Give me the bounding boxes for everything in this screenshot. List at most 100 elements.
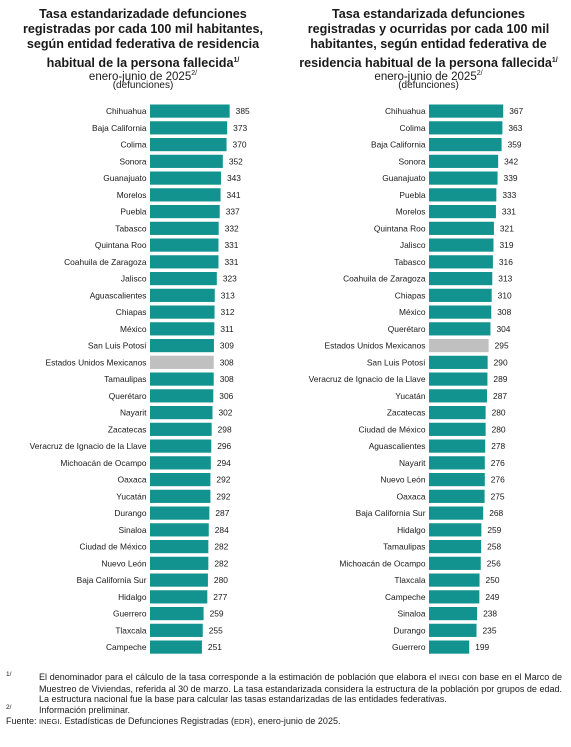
- value-label: 363: [508, 123, 522, 133]
- category-label: Guerrero: [392, 642, 426, 652]
- bar-1-27: [429, 556, 481, 570]
- value-label: 304: [496, 324, 510, 334]
- category-label: Morelos: [117, 190, 147, 200]
- bar-0-27: [150, 556, 209, 570]
- value-label: 292: [216, 475, 230, 485]
- value-label: 249: [485, 592, 499, 602]
- category-label: Michoacán de Ocampo: [60, 458, 146, 468]
- value-label: 333: [502, 190, 516, 200]
- value-label: 280: [492, 408, 506, 418]
- value-label: 337: [226, 207, 240, 217]
- bar-0-19: [150, 422, 212, 436]
- value-label: 302: [218, 408, 232, 418]
- category-label: Jalisco: [121, 274, 147, 284]
- bar-1-5: [429, 188, 497, 202]
- category-label: México: [399, 307, 426, 317]
- value-label: 277: [213, 592, 227, 602]
- category-label: Quintana Roo: [374, 223, 426, 233]
- bar-0-20: [150, 439, 212, 453]
- bar-0-28: [150, 573, 208, 587]
- category-label: San Luis Potosí: [88, 341, 147, 351]
- value-label: 276: [491, 475, 505, 485]
- bar-1-3: [429, 154, 499, 168]
- bar-1-15: [429, 355, 488, 369]
- category-label: Tabasco: [115, 223, 147, 233]
- bar-1-29: [429, 590, 480, 604]
- bar-1-14: [429, 339, 489, 353]
- bar-chart-left: Chihuahua 385 Baja California 373 Colima 370 S…: [30, 104, 250, 654]
- category-label: Durango: [114, 508, 146, 518]
- category-label: Querétaro: [109, 391, 147, 401]
- value-label: 370: [233, 140, 247, 150]
- value-label: 295: [495, 341, 509, 351]
- bar-0-10: [150, 272, 217, 286]
- category-label: Campeche: [385, 592, 426, 602]
- chart-subtitle: enero-junio de 20252/: [374, 70, 483, 83]
- bar-0-30: [150, 607, 204, 621]
- value-label: 290: [494, 357, 508, 367]
- value-label: 343: [227, 173, 241, 183]
- category-label: Campeche: [106, 642, 147, 652]
- value-label: 289: [493, 374, 507, 384]
- category-label: Morelos: [396, 207, 426, 217]
- value-label: 259: [487, 525, 501, 535]
- value-label: 276: [491, 458, 505, 468]
- bar-1-11: [429, 288, 492, 302]
- bar-1-6: [429, 205, 496, 219]
- category-label: Querétaro: [388, 324, 426, 334]
- value-label: 323: [223, 274, 237, 284]
- category-label: Durango: [393, 625, 425, 635]
- value-label: 308: [220, 374, 234, 384]
- category-label: Michoacán de Ocampo: [339, 558, 425, 568]
- bar-0-21: [150, 456, 211, 470]
- value-label: 332: [225, 223, 239, 233]
- value-label: 256: [487, 558, 501, 568]
- value-label: 255: [209, 625, 223, 635]
- category-label: Yucatán: [116, 491, 147, 501]
- category-label: Baja California: [371, 140, 426, 150]
- category-label: Veracruz de Ignacio de la Llave: [309, 374, 426, 384]
- value-label: 275: [491, 491, 505, 501]
- bar-1-23: [429, 489, 485, 503]
- value-label: 278: [491, 441, 505, 451]
- category-label: Chiapas: [395, 290, 426, 300]
- value-label: 321: [500, 223, 514, 233]
- category-label: Jalisco: [400, 240, 426, 250]
- value-label: 319: [500, 240, 514, 250]
- category-label: Quintana Roo: [95, 240, 147, 250]
- value-label: 280: [214, 575, 228, 585]
- value-label: 251: [208, 642, 222, 652]
- bar-0-17: [150, 389, 214, 403]
- value-label: 199: [475, 642, 489, 652]
- category-label: Yucatán: [395, 391, 426, 401]
- bar-0-15: [150, 355, 214, 369]
- value-label: 282: [214, 558, 228, 568]
- bar-1-28: [429, 573, 480, 587]
- bar-1-17: [429, 389, 488, 403]
- bar-1-9: [429, 255, 493, 269]
- category-label: Guerrero: [113, 609, 147, 619]
- category-label: Baja California Sur: [356, 508, 426, 518]
- value-label: 309: [220, 341, 234, 351]
- value-label: 313: [221, 290, 235, 300]
- category-label: Chiapas: [116, 307, 147, 317]
- value-label: 313: [498, 274, 512, 284]
- bar-1-13: [429, 322, 491, 336]
- category-label: Estados Unidos Mexicanos: [324, 341, 425, 351]
- value-label: 306: [219, 391, 233, 401]
- bar-0-26: [150, 540, 209, 554]
- chart-title: Tasa estandarizada defunciones registrada…: [299, 7, 558, 70]
- category-label: Ciudad de México: [358, 424, 425, 434]
- value-label: 238: [483, 609, 497, 619]
- value-label: 250: [486, 575, 500, 585]
- category-label: Chihuahua: [385, 106, 426, 116]
- footnote-1: 1/ El denominador para el cálculo de la …: [6, 671, 562, 705]
- value-label: 287: [215, 508, 229, 518]
- category-label: Sinaloa: [119, 525, 147, 535]
- value-label: 294: [217, 458, 231, 468]
- value-label: 282: [214, 542, 228, 552]
- bar-1-24: [429, 506, 484, 520]
- chart-unit: (defunciones): [398, 80, 459, 91]
- value-label: 312: [221, 307, 235, 317]
- value-label: 280: [492, 424, 506, 434]
